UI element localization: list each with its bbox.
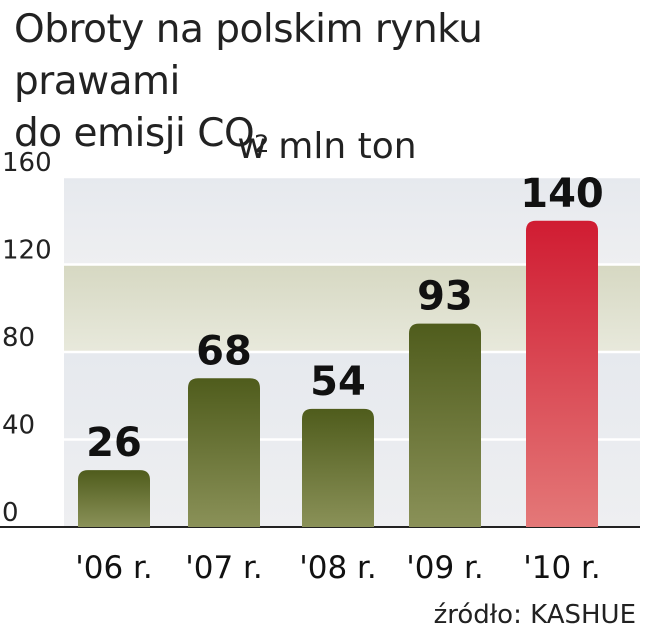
y-tick-label: 0 [2, 498, 19, 528]
title-line-1: Obroty na polskim rynku prawami [14, 7, 483, 104]
value-label-3: 54 [310, 359, 366, 405]
x-tick-label-1: '06 r. [75, 550, 153, 586]
x-tick-label-2: '07 r. [185, 550, 263, 586]
bars [78, 220, 598, 527]
value-label-2: 68 [196, 328, 252, 374]
y-tick-label: 80 [2, 323, 35, 353]
value-labels: 26 68 54 93 140 [86, 171, 604, 466]
x-tick-label-4: '09 r. [406, 550, 484, 586]
bar-5 [526, 220, 598, 527]
chart-title: Obroty na polskim rynku prawami do emisj… [14, 4, 644, 164]
x-tick-label-5: '10 r. [523, 550, 601, 586]
y-tick-label: 160 [2, 148, 52, 178]
value-label-4: 93 [417, 274, 473, 320]
bar-1 [78, 470, 150, 527]
source-note: źródło: KASHUE [433, 600, 636, 630]
x-tick-label-3: '08 r. [299, 550, 377, 586]
bar-2 [188, 378, 260, 527]
y-axis-ticks: 0 40 80 120 160 [2, 148, 52, 528]
title-line-2: do emisji CO2 [14, 111, 269, 158]
y-tick-label: 120 [2, 236, 52, 266]
bar-3 [302, 408, 374, 527]
title-subscript: 2 [254, 130, 269, 158]
value-label-5: 140 [520, 171, 604, 217]
y-tick-label: 40 [2, 411, 35, 441]
bar-4 [409, 323, 481, 527]
value-label-1: 26 [86, 420, 142, 466]
chart-subtitle: w mln ton [237, 126, 417, 167]
x-axis-labels: '06 r. '07 r. '08 r. '09 r. '10 r. [75, 550, 601, 586]
